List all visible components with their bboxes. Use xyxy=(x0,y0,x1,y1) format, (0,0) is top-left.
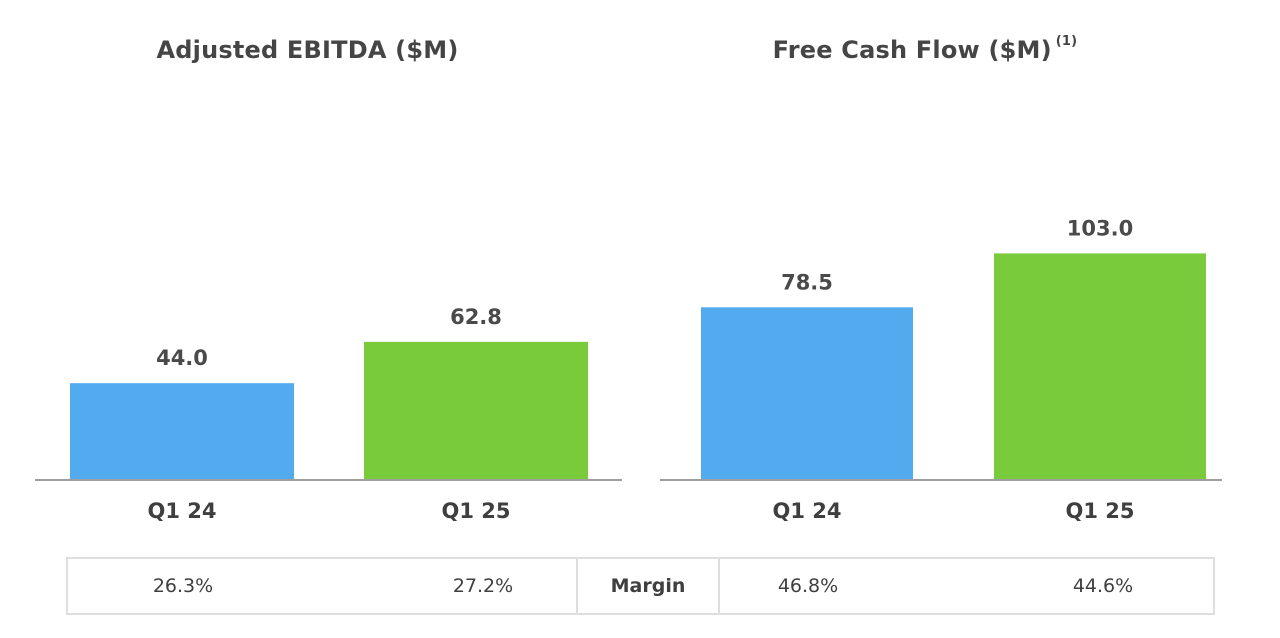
bar-q1-25 xyxy=(994,253,1206,480)
x-tick-label: Q1 24 xyxy=(773,499,842,523)
table-divider xyxy=(718,559,720,613)
adjusted-ebitda-plot: 44.0 Q1 24 62.8 Q1 25 xyxy=(35,305,622,523)
adjusted-ebitda-chart: Adjusted EBITDA ($M) 44.0 Q1 24 62.8 Q1 25 xyxy=(30,0,630,540)
title-footnote-marker: (1) xyxy=(1055,34,1078,49)
free-cash-flow-chart: Free Cash Flow ($M) (1) 78.5 Q1 24 103.0 Q1 … xyxy=(655,0,1225,540)
table-divider xyxy=(576,559,578,613)
bar-q1-24 xyxy=(701,307,913,480)
chart-title: Adjusted EBITDA ($M) xyxy=(0,36,630,64)
x-tick-label: Q1 25 xyxy=(442,499,511,523)
ebitda-margin-q1-24: 26.3% xyxy=(152,575,214,597)
bar-q1-24 xyxy=(70,383,294,480)
fcf-margin-q1-24: 46.8% xyxy=(777,575,839,597)
ebitda-margin-q1-25: 27.2% xyxy=(452,575,514,597)
fcf-margin-q1-25: 44.6% xyxy=(1072,575,1134,597)
margin-row-label: Margin xyxy=(610,575,686,597)
x-tick-label: Q1 25 xyxy=(1066,499,1135,523)
chart-title: Free Cash Flow ($M) (1) xyxy=(625,34,1225,64)
data-label: 78.5 xyxy=(781,270,833,294)
data-label: 44.0 xyxy=(156,346,208,370)
data-label: 62.8 xyxy=(450,305,502,329)
free-cash-flow-plot: 78.5 Q1 24 103.0 Q1 25 xyxy=(660,216,1222,523)
bar-q1-25 xyxy=(364,341,588,480)
margin-table: 26.3% 27.2% Margin 46.8% 44.6% xyxy=(66,557,1215,615)
data-label: 103.0 xyxy=(1067,216,1133,240)
chart-title-text: Adjusted EBITDA ($M) xyxy=(156,36,459,64)
chart-title-text: Free Cash Flow ($M) xyxy=(772,36,1052,64)
x-tick-label: Q1 24 xyxy=(148,499,217,523)
